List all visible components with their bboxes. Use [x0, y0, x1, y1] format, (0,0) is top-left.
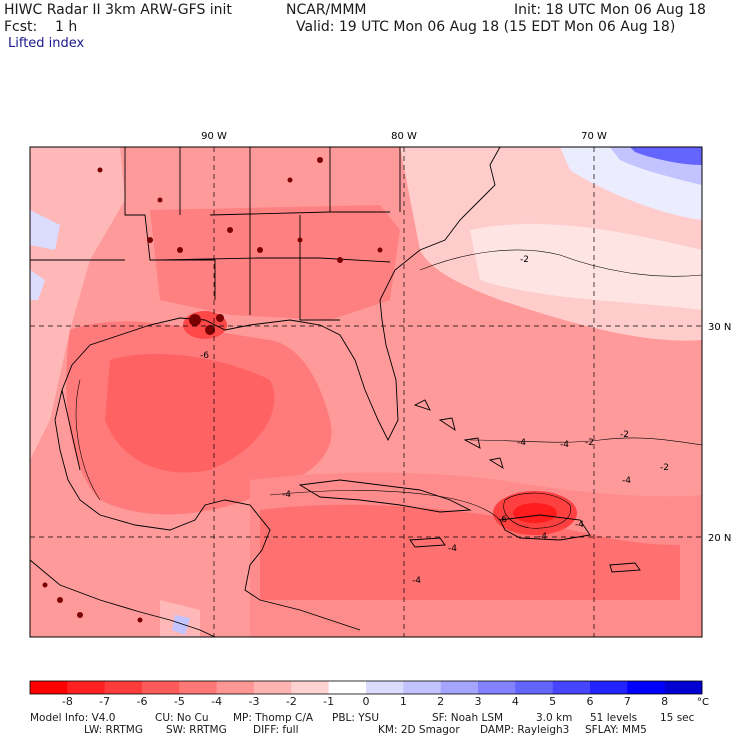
- colorbar-tick-label: -1: [323, 695, 335, 708]
- colorbar-tick-label: -6: [136, 695, 148, 708]
- colorbar-tick-label: 3: [474, 695, 482, 708]
- model-info: Model Info: V4.0: [30, 712, 116, 724]
- contour-labels: -2 -2 -2 -2 -4 -4 -4 -4 -4 -4 -4 -4 -6 -…: [200, 255, 669, 586]
- coastlines: [30, 147, 641, 637]
- colorbar-swatch: [478, 681, 516, 694]
- contour-label: -6: [498, 515, 507, 525]
- levels: 51 levels: [590, 712, 638, 724]
- contour-label: -4: [560, 440, 569, 450]
- diff-scheme: DIFF: full: [253, 724, 299, 736]
- colorbar-tick-label: -8: [61, 695, 73, 708]
- contour-lines: [75, 249, 702, 529]
- km-scheme: KM: 2D Smagor: [378, 724, 460, 736]
- contour-label: -4: [412, 576, 421, 586]
- colorbar-tick-label: 0: [362, 695, 370, 708]
- colorbar-tick-label: 6: [586, 695, 594, 708]
- forecast-hour: Fcst: 1 h: [4, 19, 78, 35]
- colorbar-swatch: [590, 681, 628, 694]
- contour-label: -4: [517, 438, 526, 448]
- lon-label: 80 W: [391, 131, 417, 142]
- timestep: 15 sec: [660, 712, 695, 724]
- colorbar: [29, 680, 703, 695]
- contour-label: -6: [200, 351, 209, 361]
- colorbar-frame: [29, 680, 703, 695]
- sw-scheme: SW: RRTMG: [166, 724, 227, 736]
- colorbar-tick-label: 2: [437, 695, 445, 708]
- init-time: Init: 18 UTC Mon 06 Aug 18: [514, 2, 706, 18]
- colorbar-swatch: [403, 681, 441, 694]
- resolution: 3.0 km: [536, 712, 573, 724]
- contour-label: -4: [622, 476, 631, 486]
- institution-label: NCAR/MMM: [286, 2, 367, 18]
- colorbar-swatch: [142, 681, 180, 694]
- colorbar-swatch: [328, 681, 367, 694]
- colorbar-tick-label: 7: [623, 695, 631, 708]
- damp-scheme: DAMP: Rayleigh3: [480, 724, 570, 736]
- colorbar-swatch: [179, 681, 217, 694]
- model-title: HIWC Radar II 3km ARW-GFS init: [4, 2, 232, 18]
- map-frame: [29, 146, 703, 638]
- colorbar-swatch: [67, 681, 105, 694]
- grid-labels: 90 W 80 W 70 W 30 N 20 N: [201, 131, 731, 544]
- lifted-index-field: [30, 147, 702, 637]
- contour-label: -2: [520, 255, 529, 265]
- colorbar-tick-label: -5: [173, 695, 185, 708]
- field-name: Lifted index: [8, 36, 85, 51]
- lw-scheme: LW: RRTMG: [84, 724, 143, 736]
- cu-scheme: CU: No Cu: [155, 712, 209, 724]
- colorbar-tick-label: 4: [511, 695, 519, 708]
- sf-scheme: SF: Noah LSM: [432, 712, 504, 724]
- colorbar-tick-label: 1: [399, 695, 407, 708]
- colorbar-unit: °C: [697, 697, 709, 708]
- mp-scheme: MP: Thomp C/A: [233, 712, 314, 724]
- colorbar-swatch: [30, 681, 68, 694]
- lat-label: 30 N: [708, 322, 731, 333]
- contour-label: -4: [282, 490, 291, 500]
- convective-cells: [42, 157, 383, 623]
- contour-label: -2: [660, 463, 669, 473]
- contour-label: -4: [538, 532, 547, 542]
- lon-label: 90 W: [201, 131, 227, 142]
- valid-time: Valid: 19 UTC Mon 06 Aug 18 (15 EDT Mon …: [296, 19, 676, 35]
- colorbar-tick-label: -4: [211, 695, 223, 708]
- colorbar-swatch: [216, 681, 255, 694]
- colorbar-swatch: [440, 681, 479, 694]
- contour-label: -4: [575, 520, 584, 530]
- colorbar-swatch: [104, 681, 143, 694]
- colorbar-swatch: [627, 681, 665, 694]
- contour-label: -2: [620, 430, 629, 440]
- colorbar-tick-label: -7: [99, 695, 111, 708]
- contour-label: -4: [448, 544, 457, 554]
- pbl-scheme: PBL: YSU: [332, 712, 380, 724]
- lon-label: 70 W: [581, 131, 607, 142]
- colorbar-tick-label: 8: [661, 695, 669, 708]
- colorbar-swatch: [291, 681, 329, 694]
- colorbar-tick-label: -2: [285, 695, 297, 708]
- sflay-scheme: SFLAY: MM5: [585, 724, 647, 736]
- contour-label: -2: [585, 438, 594, 448]
- lat-label: 20 N: [708, 533, 731, 544]
- colorbar-tick-label: 5: [549, 695, 557, 708]
- latlon-grid: [30, 147, 702, 637]
- colorbar-swatch: [515, 681, 553, 694]
- colorbar-swatch: [664, 681, 703, 694]
- colorbar-swatch: [366, 681, 404, 694]
- colorbar-swatch: [254, 681, 292, 694]
- colorbar-swatch: [552, 681, 591, 694]
- colorbar-tick-label: -3: [248, 695, 260, 708]
